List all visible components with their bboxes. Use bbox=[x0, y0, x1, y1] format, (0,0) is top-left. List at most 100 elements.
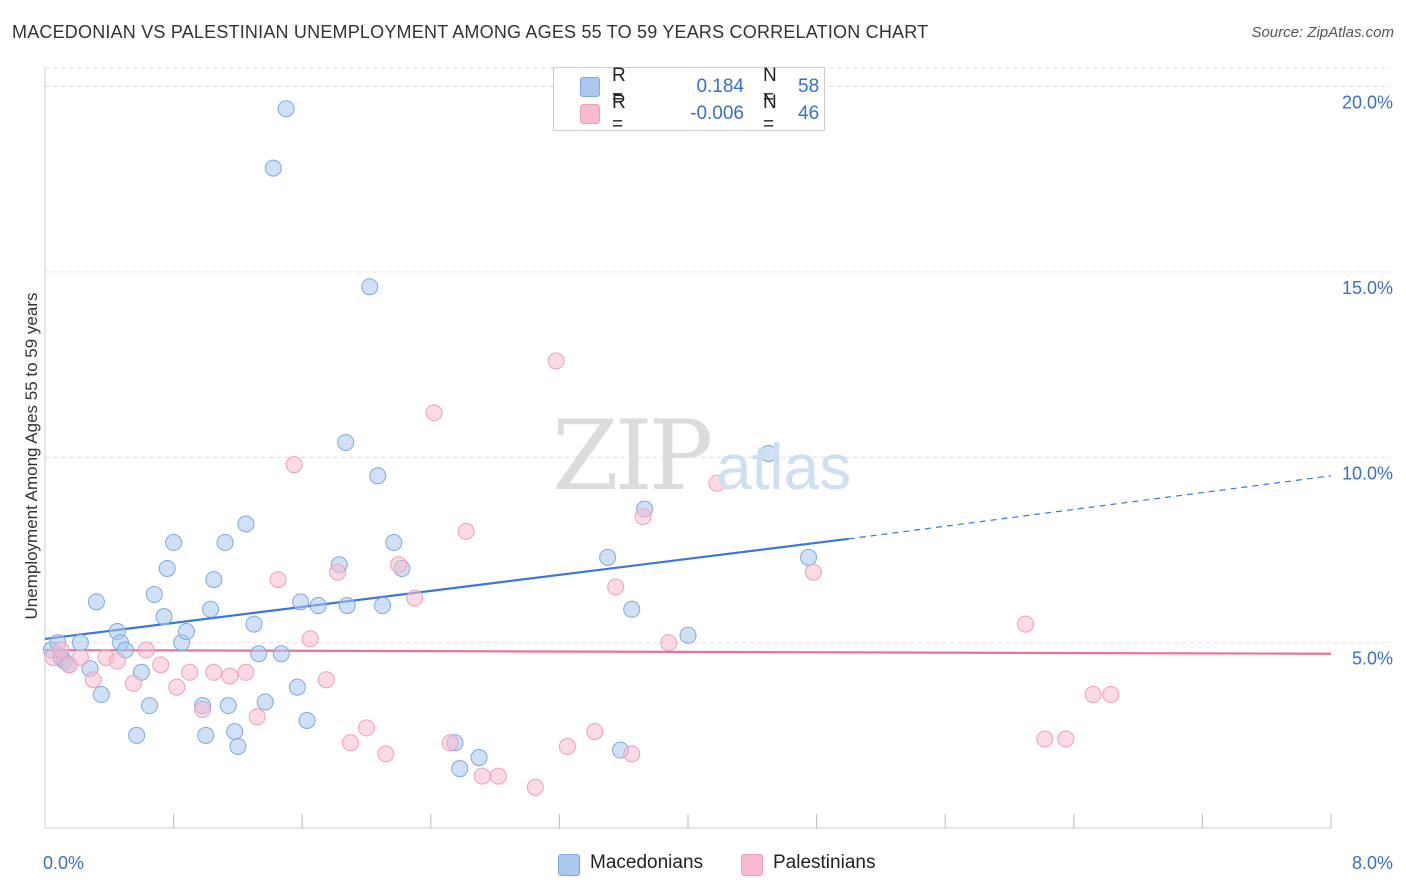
r-label: R = bbox=[612, 65, 626, 108]
macedonians-swatch bbox=[580, 77, 600, 97]
y-tick-label: 15.0% bbox=[1342, 278, 1393, 298]
macedonian-point bbox=[470, 749, 488, 767]
palestinian-point bbox=[425, 404, 443, 422]
macedonian-trend-extension bbox=[848, 475, 1332, 540]
palestinian-point bbox=[341, 734, 359, 752]
palestinian-point bbox=[660, 634, 678, 652]
macedonian-point bbox=[385, 534, 403, 552]
y-axis-label: Unemployment Among Ages 55 to 59 years bbox=[22, 292, 41, 620]
watermark-atlas: atlas bbox=[716, 431, 852, 503]
x-tick-label: 8.0% bbox=[1352, 853, 1393, 873]
macedonian-point bbox=[202, 600, 220, 618]
macedonian-point bbox=[298, 711, 316, 729]
palestinian-point bbox=[377, 745, 395, 763]
x-tick-label: 0.0% bbox=[43, 853, 84, 873]
macedonian-point bbox=[337, 433, 355, 451]
macedonian-point bbox=[451, 760, 469, 778]
r-value: -0.006 bbox=[690, 103, 744, 124]
palestinian-point bbox=[301, 630, 319, 648]
palestinian-point bbox=[406, 589, 424, 607]
stats-legend: R = 0.184 N = 58 R = -0.006 N = 46 bbox=[553, 65, 825, 135]
palestinian-point bbox=[473, 767, 491, 785]
macedonian-point bbox=[71, 634, 89, 652]
macedonian-point bbox=[256, 693, 274, 711]
palestinian-point bbox=[124, 674, 142, 692]
macedonian-point bbox=[361, 278, 379, 296]
macedonian-point bbox=[158, 559, 176, 577]
palestinians-swatch bbox=[580, 104, 600, 124]
n-value: 58 bbox=[798, 76, 820, 97]
palestinian-point bbox=[1057, 730, 1075, 748]
palestinian-point bbox=[358, 719, 375, 737]
y-tick-label: 10.0% bbox=[1342, 463, 1393, 483]
macedonian-point bbox=[264, 159, 282, 177]
axes bbox=[44, 68, 1332, 829]
palestinian-point bbox=[547, 352, 565, 370]
palestinian-point bbox=[84, 671, 102, 689]
macedonian-point bbox=[309, 597, 327, 615]
source-label: Source: ZipAtlas.com bbox=[1251, 24, 1394, 41]
palestinian-point bbox=[526, 778, 544, 796]
macedonian-point bbox=[272, 645, 290, 663]
palestinian-point bbox=[607, 578, 625, 596]
palestinian-point bbox=[489, 767, 507, 785]
macedonian-point bbox=[599, 548, 617, 566]
chart-title: MACEDONIAN VS PALESTINIAN UNEMPLOYMENT A… bbox=[12, 22, 929, 42]
palestinian-point bbox=[1036, 730, 1054, 748]
palestinian-point bbox=[634, 508, 652, 526]
palestinian-point bbox=[269, 571, 287, 589]
watermark-zip: ZIP bbox=[552, 400, 713, 512]
macedonian-point bbox=[226, 723, 244, 741]
gridlines bbox=[45, 67, 1391, 644]
palestinian-point bbox=[248, 708, 266, 726]
macedonian-point bbox=[205, 571, 223, 589]
r-label: R = bbox=[612, 92, 626, 135]
macedonian-trend-line bbox=[44, 537, 849, 641]
palestinian-point bbox=[205, 663, 223, 681]
r-value: 0.184 bbox=[696, 76, 744, 97]
palestinian-point bbox=[558, 737, 576, 755]
palestinians-legend-swatch bbox=[741, 854, 763, 876]
macedonian-point bbox=[338, 597, 356, 615]
macedonian-point bbox=[623, 600, 641, 618]
y-tick-label: 20.0% bbox=[1342, 93, 1393, 113]
macedonian-point bbox=[250, 645, 268, 663]
palestinian-point bbox=[108, 652, 126, 670]
palestinian-point bbox=[1017, 615, 1035, 633]
macedonian-point bbox=[216, 534, 234, 552]
palestinian-point bbox=[390, 556, 408, 574]
macedonian-point bbox=[679, 626, 697, 644]
palestinian-point bbox=[194, 700, 212, 718]
macedonian-point bbox=[155, 608, 173, 626]
palestinian-point bbox=[441, 734, 459, 752]
macedonian-point bbox=[288, 678, 306, 696]
macedonian-point bbox=[245, 615, 263, 633]
macedonian-point bbox=[229, 737, 247, 755]
macedonian-point bbox=[369, 467, 387, 485]
macedonian-point bbox=[87, 593, 105, 611]
palestinian-point bbox=[708, 474, 726, 492]
macedonian-point bbox=[759, 445, 777, 463]
macedonian-point bbox=[165, 534, 183, 552]
macedonian-point bbox=[374, 597, 392, 615]
n-label: N = bbox=[763, 92, 777, 135]
palestinian-point bbox=[181, 663, 199, 681]
palestinian-point bbox=[237, 663, 255, 681]
macedonian-point bbox=[177, 623, 195, 641]
palestinian-point bbox=[457, 522, 475, 540]
macedonian-point bbox=[292, 593, 310, 611]
legend-label-macedonians: Macedonians bbox=[590, 852, 704, 873]
palestinian-point bbox=[804, 563, 822, 581]
legend-label-palestinians: Palestinians bbox=[773, 852, 876, 873]
macedonian-point bbox=[128, 726, 146, 744]
n-label: N = bbox=[763, 65, 777, 108]
palestinian-point bbox=[221, 667, 239, 685]
macedonian-point bbox=[277, 100, 295, 118]
n-value: 46 bbox=[798, 103, 820, 124]
y-tick-label: 5.0% bbox=[1352, 649, 1393, 669]
macedonian-point bbox=[197, 726, 215, 744]
data-points bbox=[42, 100, 1120, 796]
tick-labels: 5.0% 10.0% 15.0% 20.0% 0.0% 8.0% bbox=[43, 93, 1393, 873]
palestinian-point bbox=[152, 656, 170, 674]
